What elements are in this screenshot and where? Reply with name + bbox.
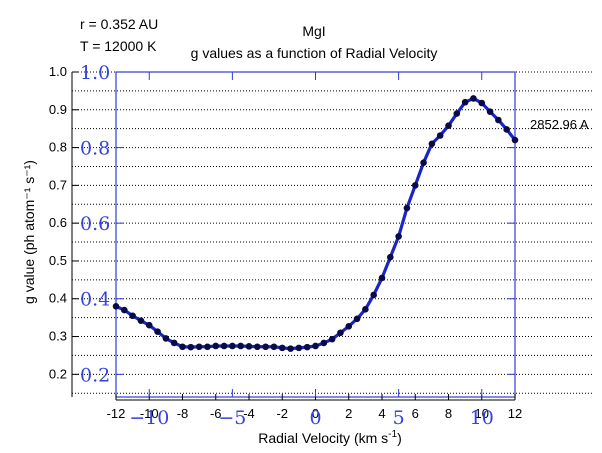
x-tick-label: 4: [378, 406, 385, 421]
data-point: [212, 342, 220, 350]
data-point: [511, 136, 519, 144]
x-tick-label: -4: [243, 406, 255, 421]
data-point: [129, 312, 136, 320]
data-point: [503, 126, 510, 133]
annotation-radius: r = 0.352 AU: [80, 16, 158, 32]
data-point: [387, 253, 394, 261]
overlay-x-label: 5: [393, 407, 405, 429]
data-point: [395, 233, 402, 240]
y-tick-label: 1.0: [49, 64, 67, 79]
data-point: [337, 329, 344, 337]
overlay-y-label: 0.8: [80, 138, 110, 160]
x-axis-label-main: Radial Velocity (km s: [258, 430, 388, 446]
x-tick-label: -10: [140, 406, 159, 421]
data-point: [254, 343, 261, 351]
overlay-x-label: 0: [309, 407, 321, 429]
x-axis-label-end: ): [397, 430, 402, 446]
y-tick-label: 0.3: [49, 329, 67, 344]
data-point: [362, 306, 369, 313]
data-point: [287, 345, 294, 352]
data-point: [353, 315, 361, 323]
x-tick-label: 6: [412, 406, 419, 421]
overlay-x-label: −10: [129, 407, 169, 429]
overlay-axis-labels: 0.2 0.4 0.6 0.8 1.0 −10 −5 0 5 10: [80, 62, 515, 429]
overlay-y-label: 1.0: [80, 62, 110, 84]
data-point: [237, 342, 244, 350]
data-point: [270, 343, 278, 351]
data-point: [411, 182, 419, 189]
data-point: [420, 159, 427, 166]
data-point: [295, 344, 303, 352]
data-point: [112, 303, 120, 310]
y-tick-label: 0.8: [49, 140, 67, 155]
data-point: [478, 99, 486, 107]
data-point: [137, 317, 145, 324]
x-tick-label: 12: [508, 406, 522, 421]
overlay-x-label: 10: [470, 407, 494, 429]
chart-title: MgI: [302, 23, 325, 39]
y-axis-label: g value (ph atom⁻¹ s⁻¹): [21, 160, 37, 304]
data-point: [179, 343, 186, 351]
data-point: [195, 343, 203, 351]
data-point: [220, 342, 228, 350]
data-point: [461, 98, 469, 106]
data-point: [445, 122, 452, 129]
data-point: [328, 335, 336, 343]
x-tick-label: -6: [210, 406, 222, 421]
x-tick-label: 10: [475, 406, 489, 421]
data-point: [162, 335, 170, 342]
y-tick-label: 0.2: [49, 366, 67, 381]
data-point: [470, 95, 477, 102]
x-axis: -12 -10 -8 -6 -4 -2 0 2 4 6 8 10 12: [107, 394, 522, 421]
y-tick-label: 0.4: [49, 291, 67, 306]
y-tick-label: 0.5: [49, 253, 67, 268]
x-tick-label: -8: [177, 406, 189, 421]
overlay-x-label: −5: [218, 407, 246, 429]
data-point: [312, 342, 319, 350]
y-tick-label: 0.7: [49, 177, 67, 192]
data-point: [345, 323, 353, 330]
x-axis-label: Radial Velocity (km s-1): [258, 429, 402, 446]
y-tick-label: 0.6: [49, 215, 67, 230]
data-point: [170, 339, 178, 347]
data-point: [278, 344, 286, 352]
overlay-y-label: 0.2: [80, 364, 110, 386]
data-point: [403, 204, 411, 212]
data-point: [453, 110, 461, 117]
y-tick-label: 0.9: [49, 102, 67, 117]
data-point: [495, 116, 502, 124]
data-point: [154, 328, 161, 335]
y-axis: 0.2 0.3 0.4 0.5 0.6 0.7 0.8 0.9 1.0: [49, 64, 79, 397]
data-point: [229, 342, 236, 350]
annotation-temperature: T = 12000 K: [80, 38, 157, 54]
overlay-y-label: 0.6: [80, 213, 110, 235]
x-tick-label: 2: [345, 406, 352, 421]
x-axis-label-sup: -1: [388, 429, 397, 440]
data-point: [245, 343, 253, 350]
data-point: [320, 339, 328, 347]
data-point: [204, 343, 211, 351]
data-point: [378, 274, 386, 282]
data-point: [145, 321, 153, 329]
data-point: [187, 343, 195, 351]
series-2852-96: [112, 95, 519, 352]
x-tick-label: 8: [445, 406, 452, 421]
data-point: [121, 306, 128, 314]
data-point: [303, 343, 311, 351]
x-tick-label: -2: [276, 406, 288, 421]
x-tick-label: 0: [312, 406, 319, 421]
data-point: [486, 108, 494, 115]
chart-subtitle: g values as a function of Radial Velocit…: [191, 45, 438, 61]
data-point: [370, 291, 377, 299]
series-label: 2852.96 A: [530, 117, 589, 132]
data-point: [262, 343, 269, 351]
overlay-y-label: 0.4: [80, 289, 110, 311]
data-point: [428, 140, 436, 148]
gridlines: [72, 71, 592, 394]
x-tick-label: -12: [107, 406, 126, 421]
data-point: [436, 132, 444, 139]
